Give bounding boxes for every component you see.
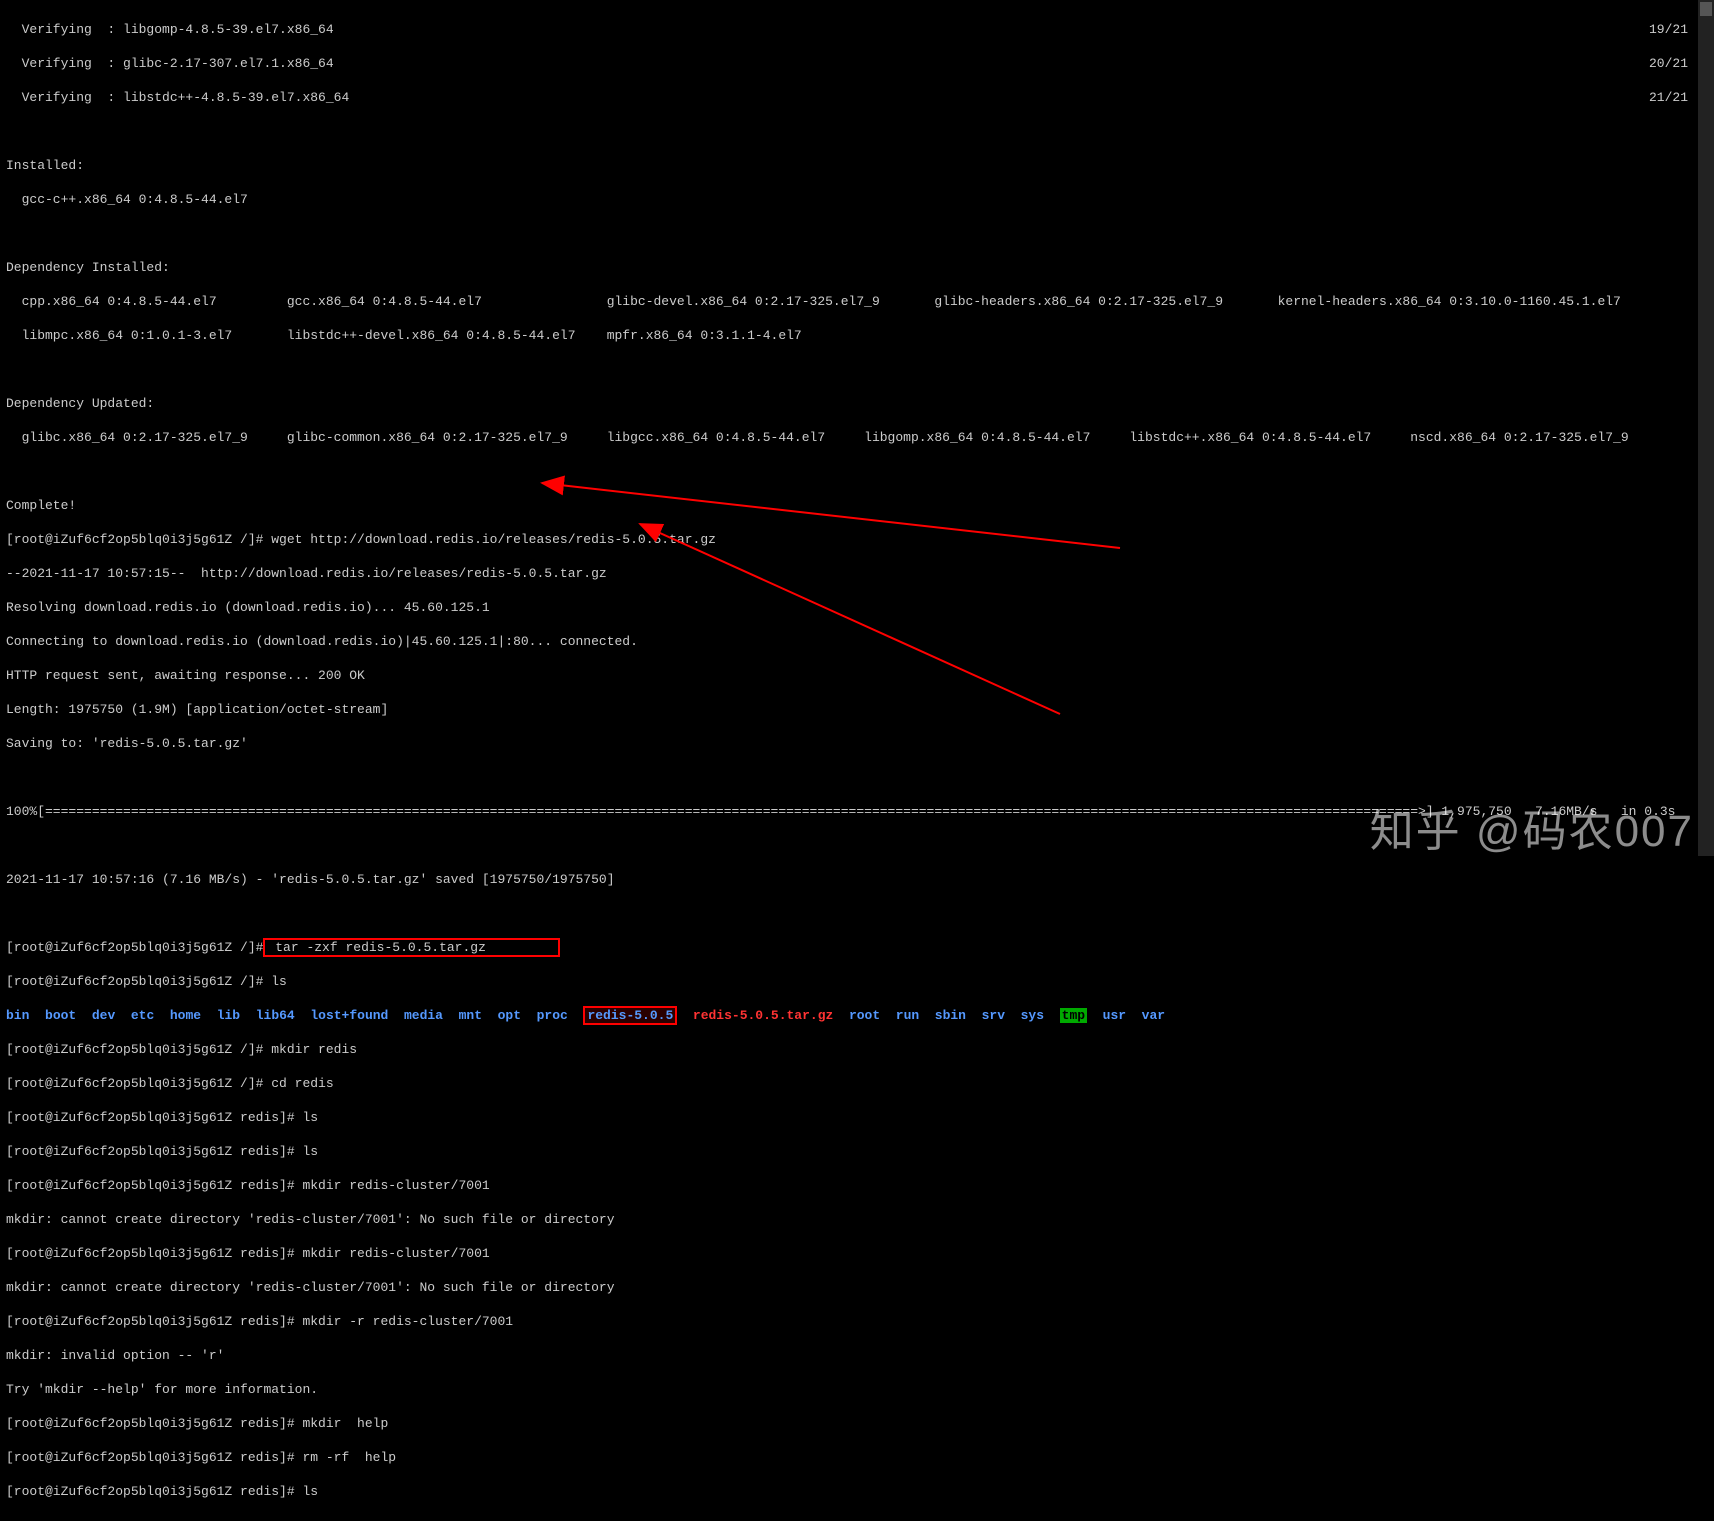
dir-proc: proc xyxy=(537,1008,568,1023)
verify-line: Verifying : libgomp-4.8.5-39.el7.x86_641… xyxy=(6,21,1708,38)
mkdir-error: Try 'mkdir --help' for more information. xyxy=(6,1381,1708,1398)
dir-mnt: mnt xyxy=(459,1008,482,1023)
ls-cmd: [root@iZuf6cf2op5blq0i3j5g61Z redis]# ls xyxy=(6,1483,1708,1500)
dir-boot: boot xyxy=(45,1008,76,1023)
dep-installed-line: cpp.x86_64 0:4.8.5-44.el7 gcc.x86_64 0:4… xyxy=(6,293,1708,310)
mkdir-cmd: [root@iZuf6cf2op5blq0i3j5g61Z redis]# mk… xyxy=(6,1177,1708,1194)
mkdir-error: mkdir: cannot create directory 'redis-cl… xyxy=(6,1211,1708,1228)
dir-sys: sys xyxy=(1021,1008,1044,1023)
dir-opt: opt xyxy=(498,1008,521,1023)
dir-media: media xyxy=(404,1008,443,1023)
dir-run: run xyxy=(896,1008,919,1023)
installed-header: Installed: xyxy=(6,157,1708,174)
dir-lib64: lib64 xyxy=(256,1008,295,1023)
mkdir-error: mkdir: cannot create directory 'redis-cl… xyxy=(6,1279,1708,1296)
scrollbar-thumb[interactable] xyxy=(1700,2,1712,16)
mkdir-cmd: [root@iZuf6cf2op5blq0i3j5g61Z redis]# mk… xyxy=(6,1313,1708,1330)
tar-cmd: [root@iZuf6cf2op5blq0i3j5g61Z /]# tar -z… xyxy=(6,939,1708,956)
dir-usr: usr xyxy=(1103,1008,1126,1023)
dep-updated-line: glibc.x86_64 0:2.17-325.el7_9 glibc-comm… xyxy=(6,429,1708,446)
ls-cmd: [root@iZuf6cf2op5blq0i3j5g61Z /]# ls xyxy=(6,973,1708,990)
scrollbar[interactable] xyxy=(1698,0,1714,856)
ls-output: bin boot dev etc home lib lib64 lost+fou… xyxy=(6,1007,1708,1024)
installed-pkg: gcc-c++.x86_64 0:4.8.5-44.el7 xyxy=(6,191,1708,208)
wget-output: Length: 1975750 (1.9M) [application/octe… xyxy=(6,701,1708,718)
redis-highlight-box: redis-5.0.5 xyxy=(583,1006,677,1025)
dir-sbin: sbin xyxy=(935,1008,966,1023)
tar-highlight-box: tar -zxf redis-5.0.5.tar.gz xyxy=(263,938,560,957)
dir-srv: srv xyxy=(982,1008,1005,1023)
dir-tmp: tmp xyxy=(1060,1008,1087,1023)
wget-done: 2021-11-17 10:57:16 (7.16 MB/s) - 'redis… xyxy=(6,871,1708,888)
dir-lib: lib xyxy=(217,1008,240,1023)
verify-line: Verifying : glibc-2.17-307.el7.1.x86_642… xyxy=(6,55,1708,72)
wget-cmd: [root@iZuf6cf2op5blq0i3j5g61Z /]# wget h… xyxy=(6,531,1708,548)
dep-installed-line: libmpc.x86_64 0:1.0.1-3.el7 libstdc++-de… xyxy=(6,327,1708,344)
mkdir-redis-cmd: [root@iZuf6cf2op5blq0i3j5g61Z /]# mkdir … xyxy=(6,1041,1708,1058)
mkdir-help-cmd: [root@iZuf6cf2op5blq0i3j5g61Z redis]# mk… xyxy=(6,1415,1708,1432)
dep-installed-header: Dependency Installed: xyxy=(6,259,1708,276)
dep-updated-header: Dependency Updated: xyxy=(6,395,1708,412)
ls-cmd: [root@iZuf6cf2op5blq0i3j5g61Z redis]# ls xyxy=(6,1143,1708,1160)
dir-root: root xyxy=(849,1008,880,1023)
dir-etc: etc xyxy=(131,1008,154,1023)
file-targz: redis-5.0.5.tar.gz xyxy=(693,1008,833,1023)
wget-output: --2021-11-17 10:57:15-- http://download.… xyxy=(6,565,1708,582)
wget-output: Resolving download.redis.io (download.re… xyxy=(6,599,1708,616)
wget-output: Connecting to download.redis.io (downloa… xyxy=(6,633,1708,650)
dir-lostfound: lost+found xyxy=(310,1008,388,1023)
wget-output: HTTP request sent, awaiting response... … xyxy=(6,667,1708,684)
mkdir-cmd: [root@iZuf6cf2op5blq0i3j5g61Z redis]# mk… xyxy=(6,1245,1708,1262)
cd-redis-cmd: [root@iZuf6cf2op5blq0i3j5g61Z /]# cd red… xyxy=(6,1075,1708,1092)
watermark: 知乎 @码农007 xyxy=(1370,823,1694,846)
dir-dev: dev xyxy=(92,1008,115,1023)
terminal-output: Verifying : libgomp-4.8.5-39.el7.x86_641… xyxy=(0,0,1714,1521)
dir-var: var xyxy=(1142,1008,1165,1023)
verify-line: Verifying : libstdc++-4.8.5-39.el7.x86_6… xyxy=(6,89,1708,106)
dir-home: home xyxy=(170,1008,201,1023)
mkdir-error: mkdir: invalid option -- 'r' xyxy=(6,1347,1708,1364)
dir-bin: bin xyxy=(6,1008,29,1023)
wget-output: Saving to: 'redis-5.0.5.tar.gz' xyxy=(6,735,1708,752)
complete-line: Complete! xyxy=(6,497,1708,514)
ls-cmd: [root@iZuf6cf2op5blq0i3j5g61Z redis]# ls xyxy=(6,1109,1708,1126)
rm-help-cmd: [root@iZuf6cf2op5blq0i3j5g61Z redis]# rm… xyxy=(6,1449,1708,1466)
